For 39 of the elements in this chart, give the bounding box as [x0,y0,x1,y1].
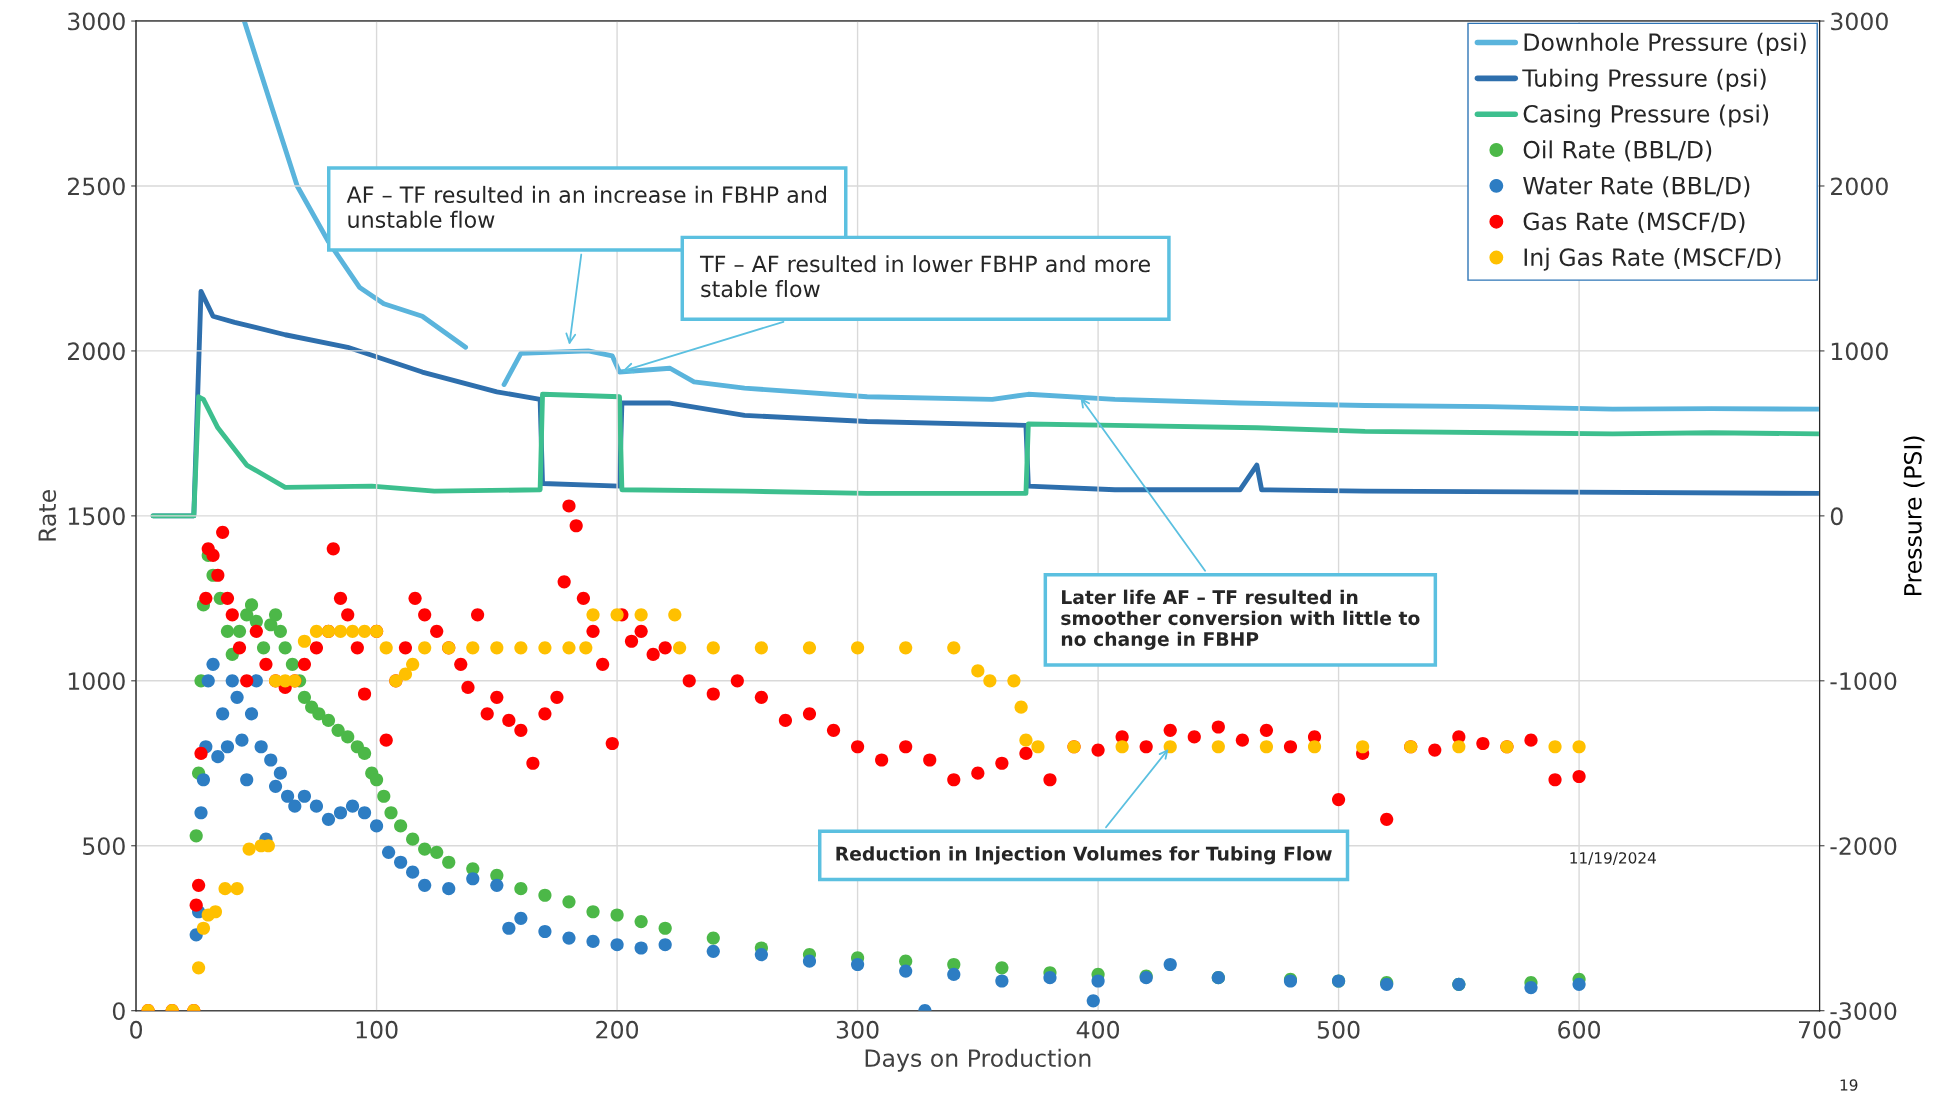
y2-tick-label: 3000 [1831,12,1888,31]
annotation: 11/19/2024 [1570,852,1656,865]
legend-label: Casing Pressure (psi) [1523,104,1769,128]
legend-label: Water Rate (BBL/D) [1523,176,1750,198]
y2-tick-label: 0 [1830,507,1843,526]
line-series [150,391,1820,519]
y2-tick-label: -1000 [1830,672,1897,691]
y-tick-label: 3000 [68,12,125,31]
y2-tick-label: 2000 [1831,177,1888,196]
y-tick-label: 1500 [68,507,125,526]
y2-axis-title: Pressure (PSI) [1903,436,1925,595]
y-tick-label: 2000 [68,342,125,361]
x-tick-label: 600 [1558,1020,1601,1039]
annotation: AF – TF resulted in an increase in FBHP and unstable flow [346,185,826,228]
x-tick-label: 300 [836,1020,879,1039]
x-tick-label: 100 [356,1020,398,1039]
y2-tick-label: -2000 [1830,837,1897,856]
x-axis-title: Days on Production [865,1048,1091,1072]
annotation: TF – AF resulted in lower FBHP and more stable flow [699,255,1150,298]
y2-tick-label: 1000 [1831,342,1888,361]
legend-label: Downhole Pressure (psi) [1524,32,1806,56]
annotation: Later life AF – TF resulted in smoother conversion with little to no change in FBHP [1061,589,1420,650]
legend-label: Tubing Pressure (psi) [1522,68,1766,92]
text: 19 [1840,1079,1858,1091]
y-tick-label: 1000 [68,672,125,691]
legend-label: Gas Rate (MSCF/D) [1523,212,1745,234]
x-tick-label: 700 [1798,1020,1841,1039]
x-tick-label: 200 [596,1020,639,1039]
annotation: Reduction in Injection Volumes for Tubing Flow [836,846,1332,865]
legend-label: Inj Gas Rate (MSCF/D) [1524,247,1781,271]
y-axis-title: Rate [38,490,57,541]
x-tick-label: 500 [1317,1020,1360,1039]
x-tick-label: 0 [130,1020,143,1039]
y2-tick-label: -3000 [1830,1002,1897,1020]
y-tick-label: 2500 [68,177,125,196]
legend-label: Oil Rate (BBL/D) [1523,140,1712,162]
x-tick-label: 400 [1076,1020,1120,1039]
y-tick-label: 0 [112,1002,125,1020]
y-tick-label: 500 [83,837,125,856]
